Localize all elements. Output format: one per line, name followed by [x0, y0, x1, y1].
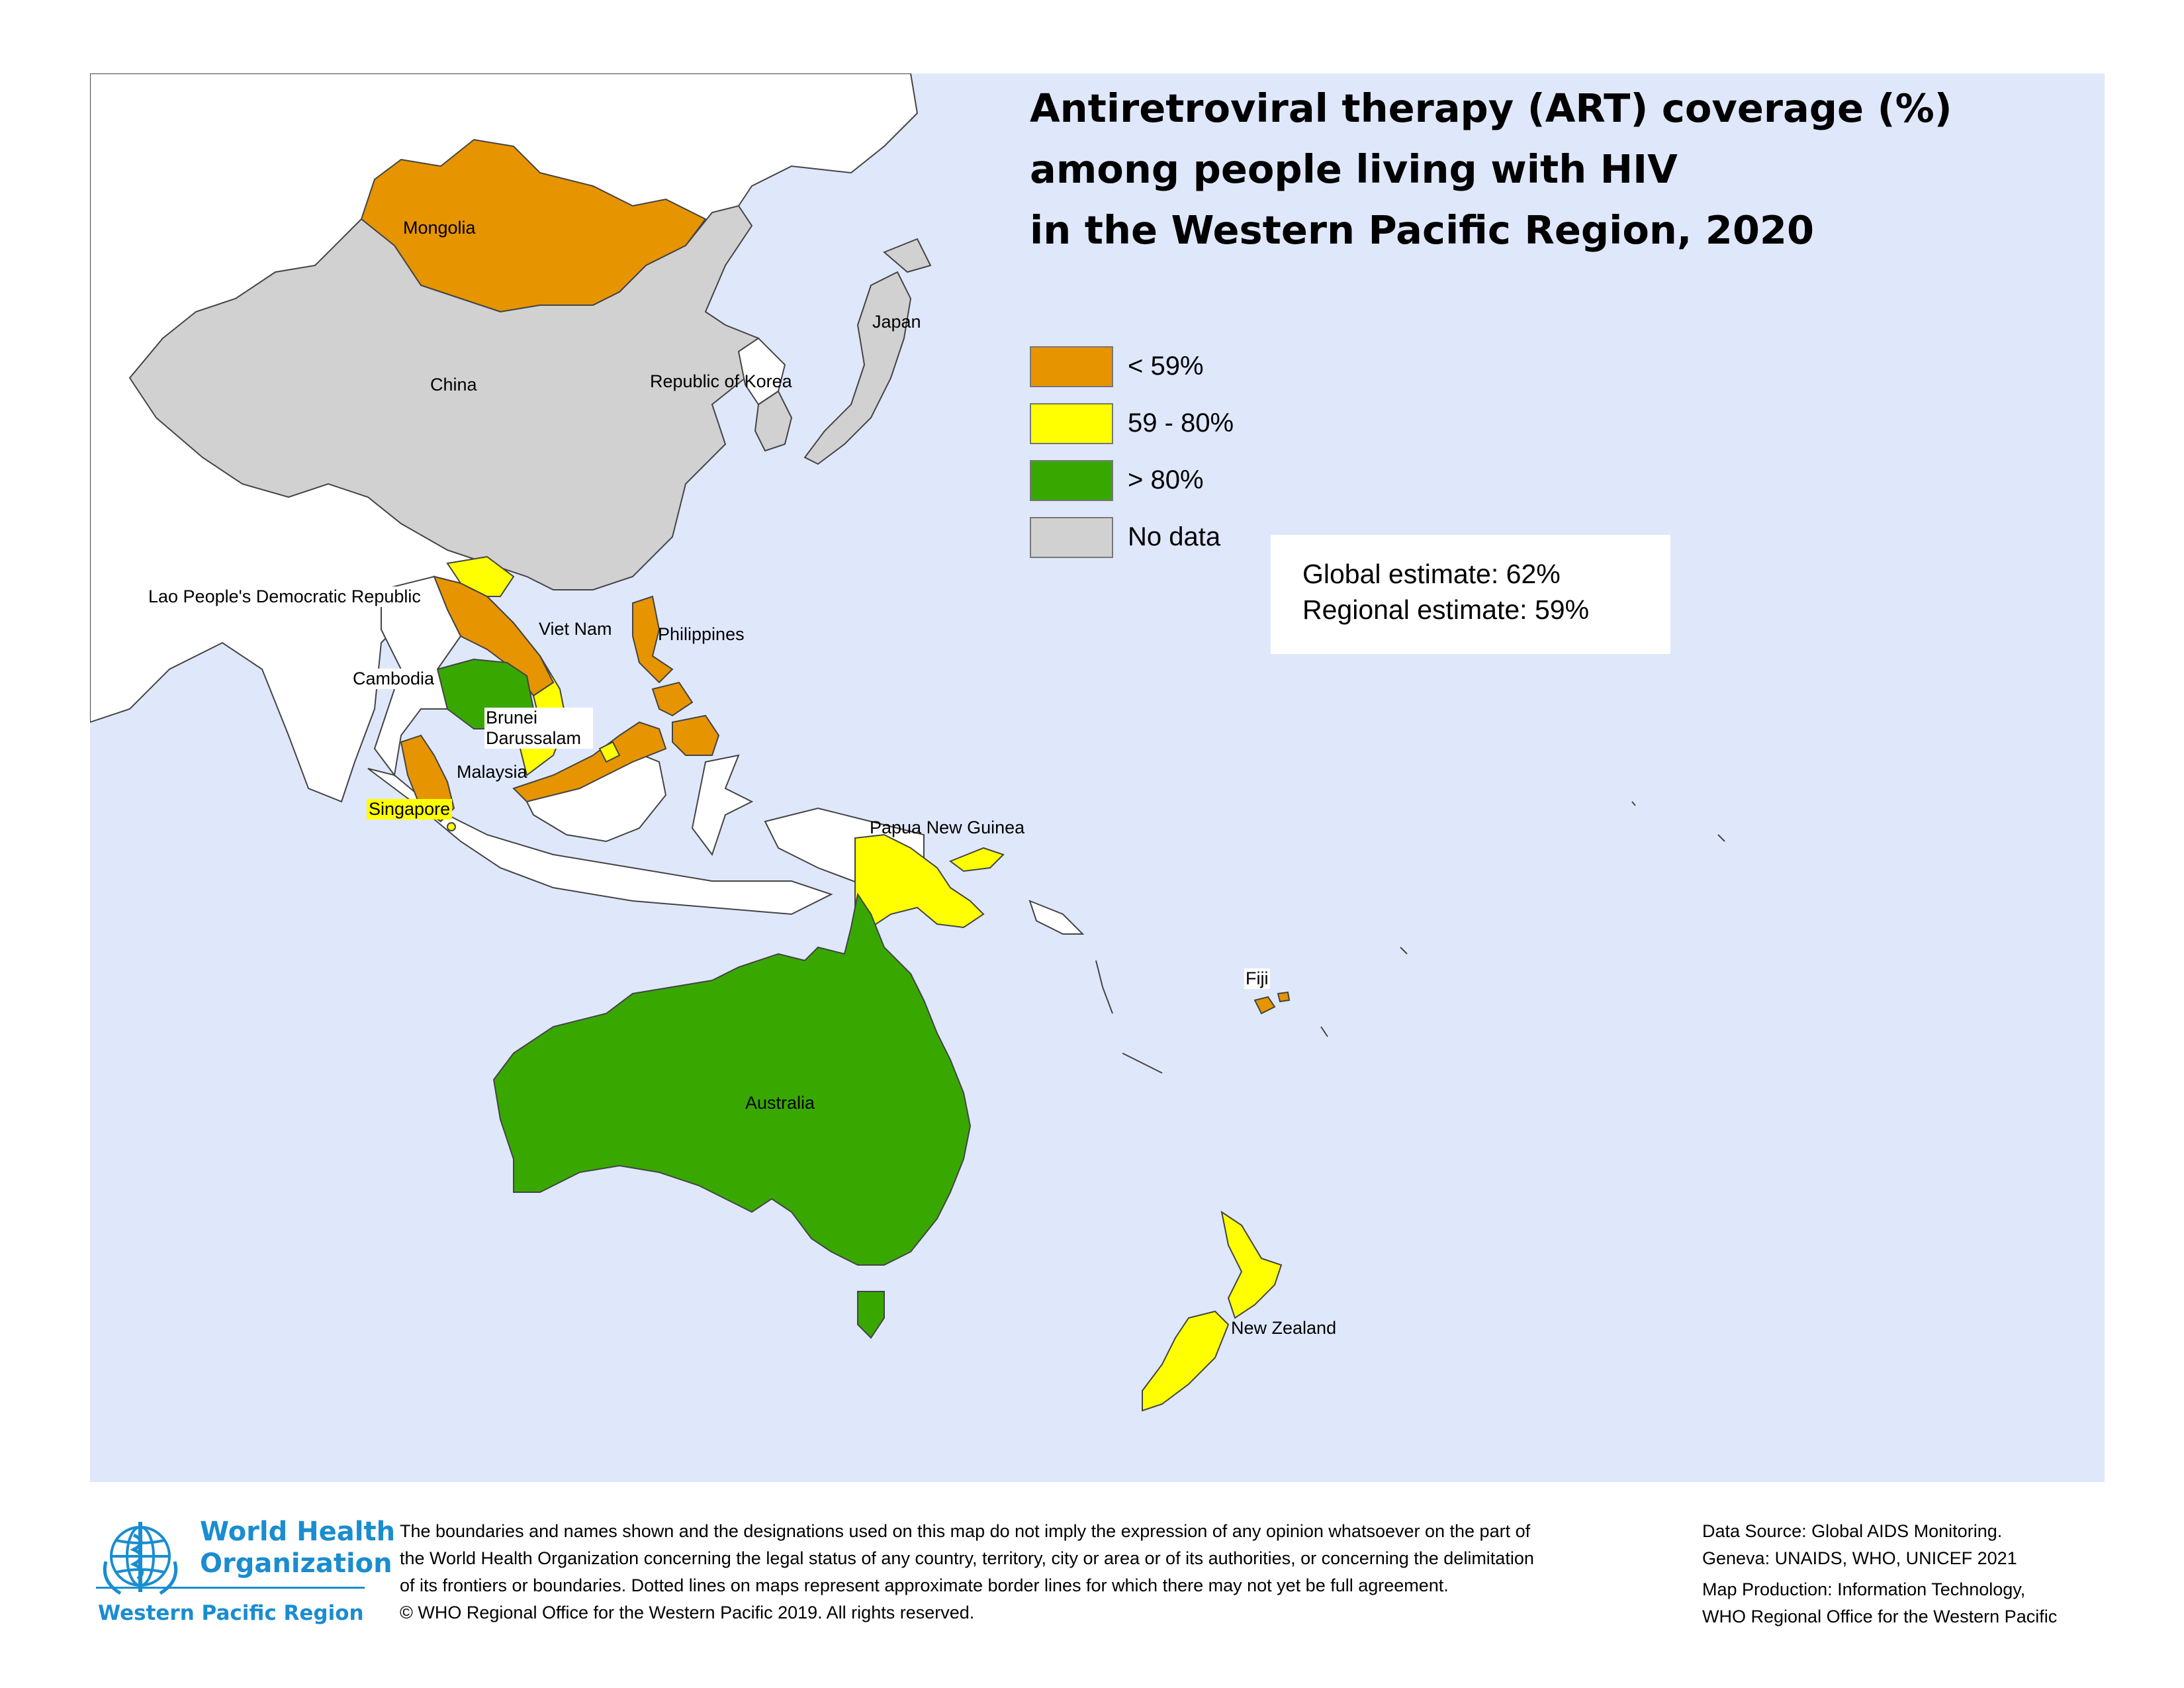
global-estimate: Global estimate: 62%	[1302, 559, 1561, 589]
region-japan	[803, 271, 912, 465]
region-nz-north	[1220, 1210, 1283, 1319]
region-australia	[492, 892, 972, 1266]
label-korea: Republic of Korea	[650, 371, 792, 391]
org-region: Western Pacific Region	[98, 1601, 364, 1625]
land-sulawesi	[691, 754, 754, 857]
source-line: Map Production: Information Technology,	[1702, 1579, 2026, 1599]
org-divider	[96, 1587, 365, 1589]
label-fiji: Fiji	[1244, 968, 1270, 990]
title-line-1: Antiretroviral therapy (ART) coverage (%…	[1030, 85, 1952, 131]
region-philippines-luzon	[632, 595, 674, 684]
label-brunei: Brunei Darussalam	[484, 708, 593, 749]
map-title: Antiretroviral therapy (ART) coverage (%…	[1030, 78, 1956, 261]
source-line: WHO Regional Office for the Western Paci…	[1702, 1607, 2058, 1626]
region-nz-south	[1142, 1310, 1230, 1412]
disclaimer-line: the World Health Organization concerning…	[400, 1548, 1534, 1568]
label-nz: New Zealand	[1231, 1318, 1337, 1338]
region-fiji-2	[1277, 991, 1291, 1003]
region-singapore	[447, 822, 456, 831]
land-solomon	[1028, 900, 1085, 935]
label-cambodia: Cambodia	[351, 669, 436, 690]
disclaimer: The boundaries and names shown and the d…	[400, 1518, 1684, 1626]
source-line: Geneva: UNAIDS, WHO, UNICEF 2021	[1702, 1548, 2017, 1568]
region-philippines-mindanao	[672, 714, 720, 756]
region-australia-tasmania	[857, 1291, 885, 1339]
region-fiji	[1253, 996, 1276, 1015]
region-japan-hokkaido	[883, 238, 932, 273]
disclaimer-line: The boundaries and names shown and the d…	[400, 1521, 1531, 1541]
label-png: Papua New Guinea	[870, 818, 1025, 837]
regional-estimate: Regional estimate: 59%	[1302, 594, 1590, 625]
region-china	[128, 205, 760, 590]
region-brunei	[598, 741, 621, 763]
label-australia: Australia	[745, 1093, 815, 1113]
label-vietnam: Viet Nam	[539, 619, 612, 639]
legend-swatch	[1030, 460, 1113, 501]
pacific-islands	[1095, 801, 1725, 1074]
region-png-islands	[948, 847, 1005, 872]
legend-label: 59 - 80%	[1128, 408, 1234, 438]
label-malaysia: Malaysia	[457, 762, 527, 782]
org-name-line1: World Health	[200, 1517, 396, 1547]
region-korea	[754, 390, 793, 452]
label-china: China	[430, 375, 477, 395]
source-line: Data Source: Global AIDS Monitoring.	[1702, 1521, 2003, 1541]
region-malaysia-borneo	[512, 721, 667, 803]
footer: World Health Organization Western Pacifi…	[0, 1482, 2184, 1688]
label-mongolia: Mongolia	[403, 218, 476, 238]
data-source: Data Source: Global AIDS Monitoring. Gen…	[1702, 1518, 2165, 1630]
title-line-3: in the Western Pacific Region, 2020	[1030, 207, 1815, 253]
land-indonesia	[367, 768, 833, 915]
label-lao: Lao People's Democratic Republic	[147, 586, 422, 608]
disclaimer-line: © WHO Regional Office for the Western Pa…	[400, 1603, 975, 1622]
who-emblem-icon	[103, 1522, 178, 1595]
org-name-line2: Organization	[200, 1548, 392, 1579]
estimate-box: Global estimate: 62% Regional estimate: …	[1271, 535, 1670, 654]
legend-label: < 59%	[1128, 352, 1204, 381]
disclaimer-line: of its frontiers or boundaries. Dotted l…	[400, 1575, 1449, 1595]
legend-label: > 80%	[1128, 465, 1204, 494]
region-philippines-visayas	[651, 681, 694, 717]
label-japan: Japan	[872, 312, 921, 332]
map-frame: Mongolia China Japan Republic of Korea L…	[90, 73, 2105, 1482]
legend-swatch	[1030, 346, 1113, 387]
label-singapore: Singapore	[367, 799, 453, 820]
legend-swatch	[1030, 403, 1113, 444]
label-philippines: Philippines	[658, 624, 745, 644]
title-line-2: among people living with HIV	[1030, 146, 1678, 192]
legend-label: No data	[1128, 522, 1221, 551]
region-vietnam	[446, 555, 568, 776]
legend-swatch	[1030, 517, 1113, 558]
map-canvas	[90, 73, 1725, 1412]
